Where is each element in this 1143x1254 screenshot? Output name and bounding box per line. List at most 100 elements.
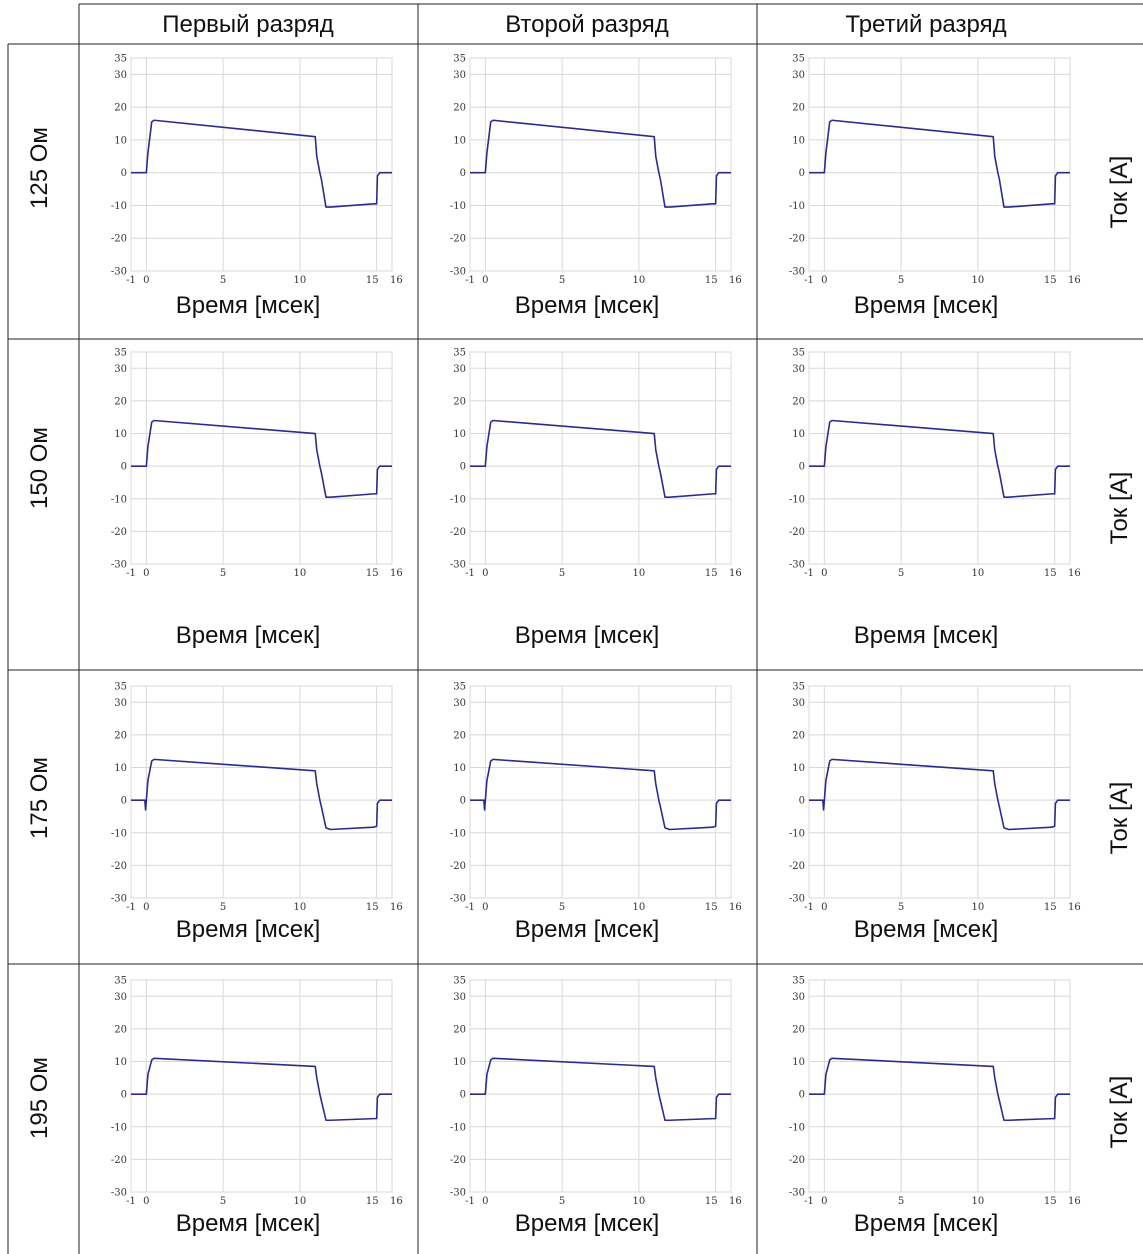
- y-tick-label: 20: [792, 396, 805, 407]
- y-tick-label: 35: [792, 348, 805, 359]
- y-tick-label: -20: [789, 527, 805, 538]
- y-tick-label: 0: [799, 168, 805, 179]
- current-series-line: [470, 419, 731, 498]
- y-tick-label: -10: [450, 201, 466, 212]
- x-tick-label: 10: [972, 568, 985, 579]
- y-tick-label: 30: [792, 364, 805, 375]
- plot-frame: [808, 57, 1071, 272]
- x-tick-label: -1: [126, 568, 136, 579]
- plot-frame: [130, 685, 393, 899]
- x-axis-label: Время [мсек]: [853, 916, 999, 943]
- x-tick-label: 0: [821, 275, 827, 286]
- x-axis-label: Время [мсек]: [853, 292, 999, 319]
- plot-frame: [808, 685, 1071, 899]
- y-tick-label: -10: [111, 1122, 127, 1133]
- x-tick-label: 15: [705, 902, 718, 913]
- x-tick-label: 0: [143, 568, 149, 579]
- y-tick-label: 35: [453, 348, 466, 359]
- x-axis-label: Время [мсек]: [514, 292, 660, 319]
- x-tick-label: 5: [220, 1196, 226, 1207]
- x-tick-label: -1: [465, 1196, 475, 1207]
- x-axis-label: Время [мсек]: [514, 916, 660, 943]
- x-tick-label: 16: [1068, 275, 1081, 286]
- x-tick-label: 10: [294, 568, 307, 579]
- x-tick-label: 16: [1068, 1196, 1081, 1207]
- y-tick-label: 10: [114, 135, 127, 146]
- x-tick-label: 16: [729, 902, 742, 913]
- y-tick-label: -20: [450, 234, 466, 245]
- y-tick-label: 20: [453, 396, 466, 407]
- x-tick-label: 0: [482, 275, 488, 286]
- x-tick-label: 15: [705, 275, 718, 286]
- y-tick-label: 0: [460, 462, 466, 473]
- y-tick-label: -20: [789, 234, 805, 245]
- x-axis-label: Время [мсек]: [514, 622, 660, 649]
- y-tick-label: 30: [453, 364, 466, 375]
- y-tick-label: -20: [111, 527, 127, 538]
- x-tick-label: 10: [972, 275, 985, 286]
- x-tick-label: 5: [559, 902, 565, 913]
- plot-frame: [469, 685, 732, 899]
- y-tick-label: 20: [453, 103, 466, 114]
- x-tick-label: 16: [729, 275, 742, 286]
- x-tick-label: 5: [220, 568, 226, 579]
- y-tick-label: 35: [114, 682, 127, 693]
- y-tick-label: -20: [111, 1155, 127, 1166]
- x-tick-label: 15: [1044, 275, 1057, 286]
- y-tick-label: -20: [111, 861, 127, 872]
- y-tick-label: -10: [789, 494, 805, 505]
- y-tick-label: 30: [114, 992, 127, 1003]
- y-tick-label: -10: [789, 201, 805, 212]
- y-tick-label: 10: [114, 429, 127, 440]
- y-tick-label: 10: [114, 1057, 127, 1068]
- y-tick-label: -30: [111, 560, 127, 571]
- x-tick-label: 0: [482, 1196, 488, 1207]
- y-tick-label: 0: [121, 1090, 127, 1101]
- y-tick-label: 30: [453, 992, 466, 1003]
- y-tick-label: -30: [789, 560, 805, 571]
- y-tick-label: 30: [792, 70, 805, 81]
- x-tick-label: 10: [633, 1196, 646, 1207]
- y-tick-label: 10: [453, 1057, 466, 1068]
- y-tick-label: 35: [792, 976, 805, 987]
- x-tick-label: 15: [705, 1196, 718, 1207]
- x-tick-label: 5: [559, 1196, 565, 1207]
- x-tick-label: 10: [633, 902, 646, 913]
- column-header-3: Третий разряд: [845, 11, 1007, 38]
- y-tick-label: -10: [111, 201, 127, 212]
- y-tick-label: 10: [792, 1057, 805, 1068]
- y-tick-label: 35: [114, 348, 127, 359]
- y-tick-label: 0: [121, 168, 127, 179]
- x-tick-label: 10: [633, 275, 646, 286]
- x-tick-label: 16: [1068, 902, 1081, 913]
- y-tick-label: 30: [114, 70, 127, 81]
- y-tick-label: 20: [114, 103, 127, 114]
- y-tick-label: -30: [111, 1188, 127, 1199]
- x-tick-label: 16: [390, 275, 403, 286]
- row-label-195: 195 Ом: [26, 1057, 53, 1139]
- x-axis-label: Время [мсек]: [175, 916, 321, 943]
- plot-frame: [808, 351, 1071, 565]
- current-series-line: [809, 758, 1070, 831]
- y-tick-label: 0: [121, 796, 127, 807]
- y-tick-label: 20: [114, 730, 127, 741]
- x-axis-label: Время [мсек]: [175, 292, 321, 319]
- current-series-line: [809, 1057, 1070, 1122]
- x-tick-label: 0: [821, 568, 827, 579]
- y-tick-label: 20: [453, 1024, 466, 1035]
- x-tick-label: -1: [126, 1196, 136, 1207]
- x-tick-label: 10: [294, 1196, 307, 1207]
- x-axis-label: Время [мсек]: [175, 622, 321, 649]
- plot-frame: [808, 979, 1071, 1193]
- current-series-line: [470, 758, 731, 831]
- x-tick-label: -1: [465, 568, 475, 579]
- x-tick-label: 10: [294, 275, 307, 286]
- x-tick-label: 5: [898, 902, 904, 913]
- x-axis-label: Время [мсек]: [514, 1210, 660, 1237]
- x-tick-label: -1: [804, 275, 814, 286]
